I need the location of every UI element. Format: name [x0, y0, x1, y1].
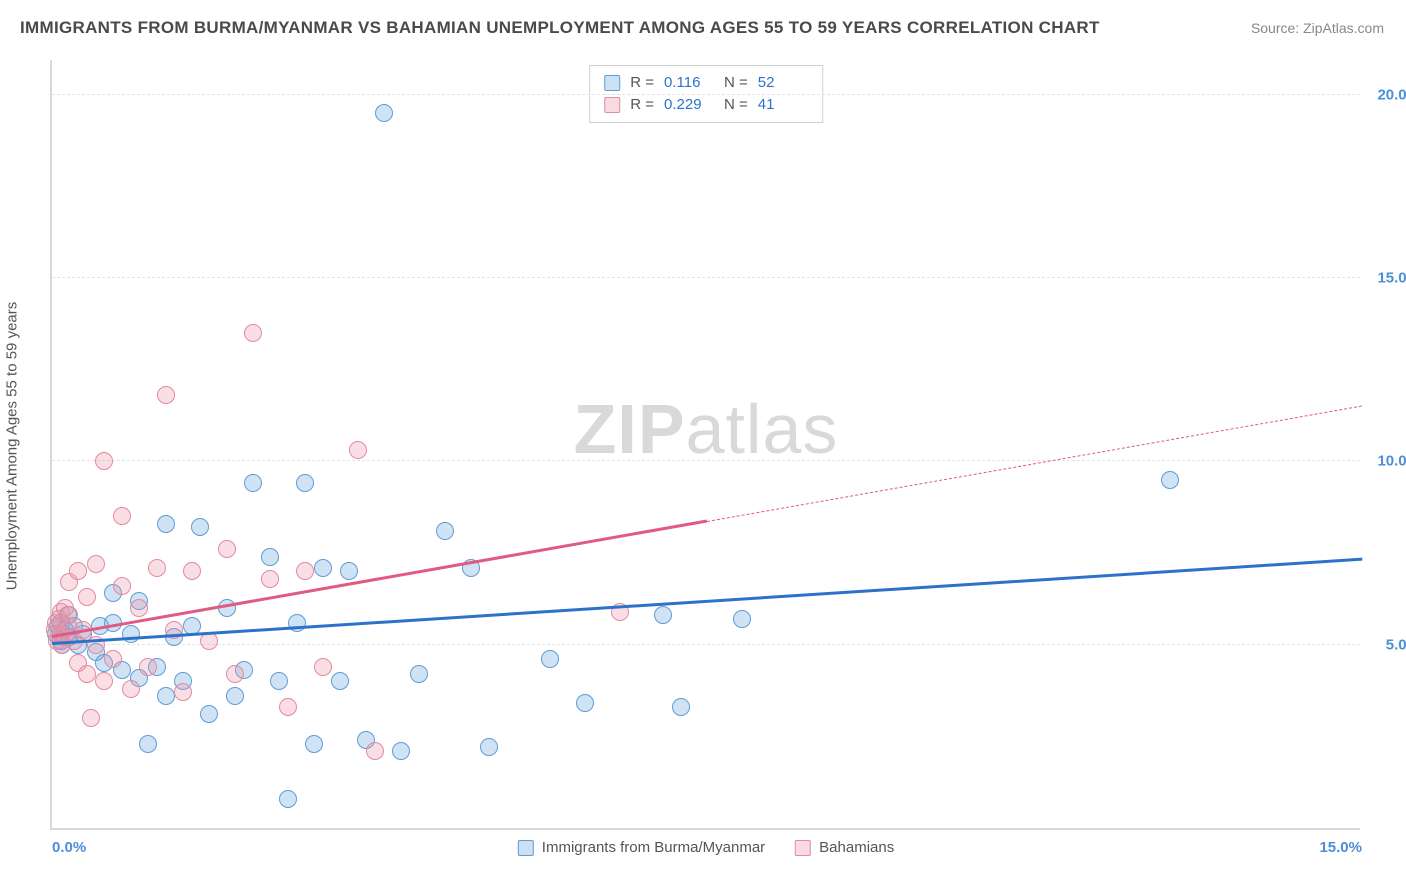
y-tick-label: 15.0% [1365, 270, 1406, 287]
data-point-blue [191, 518, 209, 536]
data-point-blue [279, 790, 297, 808]
data-point-blue [244, 474, 262, 492]
data-point-pink [87, 555, 105, 573]
data-point-blue [654, 606, 672, 624]
gridline [52, 94, 1360, 95]
swatch-blue-icon [604, 75, 620, 91]
data-point-blue [157, 515, 175, 533]
data-point-blue [733, 610, 751, 628]
data-point-pink [174, 683, 192, 701]
legend-item: Immigrants from Burma/Myanmar [518, 839, 765, 856]
data-point-blue [157, 687, 175, 705]
gridline [52, 644, 1360, 645]
source-label: Source: ZipAtlas.com [1251, 20, 1384, 36]
data-point-pink [130, 599, 148, 617]
data-point-pink [296, 562, 314, 580]
data-point-blue [672, 698, 690, 716]
data-point-pink [78, 665, 96, 683]
data-point-blue [122, 625, 140, 643]
gridline [52, 277, 1360, 278]
trend-line-pink [52, 519, 707, 637]
data-point-blue [305, 735, 323, 753]
data-point-blue [261, 548, 279, 566]
watermark-bold: ZIP [574, 390, 686, 468]
data-point-blue [139, 735, 157, 753]
data-point-pink [113, 507, 131, 525]
legend-label: Immigrants from Burma/Myanmar [542, 839, 765, 856]
data-point-pink [366, 742, 384, 760]
data-point-blue [375, 104, 393, 122]
data-point-pink [113, 577, 131, 595]
data-point-pink [82, 709, 100, 727]
r-value: 0.229 [664, 94, 714, 116]
data-point-blue [392, 742, 410, 760]
swatch-pink-icon [795, 840, 811, 856]
data-point-pink [60, 606, 78, 624]
r-label: R = [630, 72, 654, 94]
n-value: 41 [758, 94, 808, 116]
data-point-pink [104, 650, 122, 668]
watermark: ZIPatlas [574, 389, 839, 469]
swatch-blue-icon [518, 840, 534, 856]
data-point-blue [331, 672, 349, 690]
data-point-blue [270, 672, 288, 690]
gridline [52, 460, 1360, 461]
data-point-pink [349, 441, 367, 459]
x-tick-label: 0.0% [52, 839, 86, 856]
swatch-pink-icon [604, 97, 620, 113]
y-tick-label: 5.0% [1365, 636, 1406, 653]
n-label: N = [724, 72, 748, 94]
legend-series: Immigrants from Burma/Myanmar Bahamians [518, 839, 894, 856]
data-point-pink [148, 559, 166, 577]
data-point-blue [1161, 471, 1179, 489]
data-point-pink [122, 680, 140, 698]
chart-title: IMMIGRANTS FROM BURMA/MYANMAR VS BAHAMIA… [20, 18, 1100, 38]
data-point-blue [410, 665, 428, 683]
data-point-pink [95, 452, 113, 470]
legend-stats-row: R = 0.229 N = 41 [604, 94, 808, 116]
data-point-blue [541, 650, 559, 668]
x-tick-label: 15.0% [1319, 839, 1362, 856]
data-point-pink [226, 665, 244, 683]
legend-label: Bahamians [819, 839, 894, 856]
data-point-pink [261, 570, 279, 588]
data-point-blue [226, 687, 244, 705]
r-label: R = [630, 94, 654, 116]
legend-stats-row: R = 0.116 N = 52 [604, 72, 808, 94]
data-point-pink [244, 324, 262, 342]
y-axis-label: Unemployment Among Ages 55 to 59 years [4, 302, 21, 591]
r-value: 0.116 [664, 72, 714, 94]
watermark-light: atlas [686, 390, 839, 468]
data-point-blue [200, 705, 218, 723]
data-point-blue [340, 562, 358, 580]
plot-area: ZIPatlas R = 0.116 N = 52 R = 0.229 N = … [50, 60, 1360, 830]
data-point-blue [576, 694, 594, 712]
data-point-pink [69, 562, 87, 580]
data-point-pink [218, 540, 236, 558]
n-value: 52 [758, 72, 808, 94]
data-point-pink [95, 672, 113, 690]
legend-item: Bahamians [795, 839, 894, 856]
data-point-pink [314, 658, 332, 676]
data-point-pink [139, 658, 157, 676]
trend-line-pink-dashed [707, 405, 1362, 521]
data-point-pink [183, 562, 201, 580]
data-point-pink [78, 588, 96, 606]
y-tick-label: 10.0% [1365, 453, 1406, 470]
y-tick-label: 20.0% [1365, 86, 1406, 103]
data-point-blue [314, 559, 332, 577]
data-point-pink [279, 698, 297, 716]
data-point-blue [218, 599, 236, 617]
data-point-pink [157, 386, 175, 404]
n-label: N = [724, 94, 748, 116]
data-point-blue [436, 522, 454, 540]
data-point-blue [480, 738, 498, 756]
data-point-blue [296, 474, 314, 492]
